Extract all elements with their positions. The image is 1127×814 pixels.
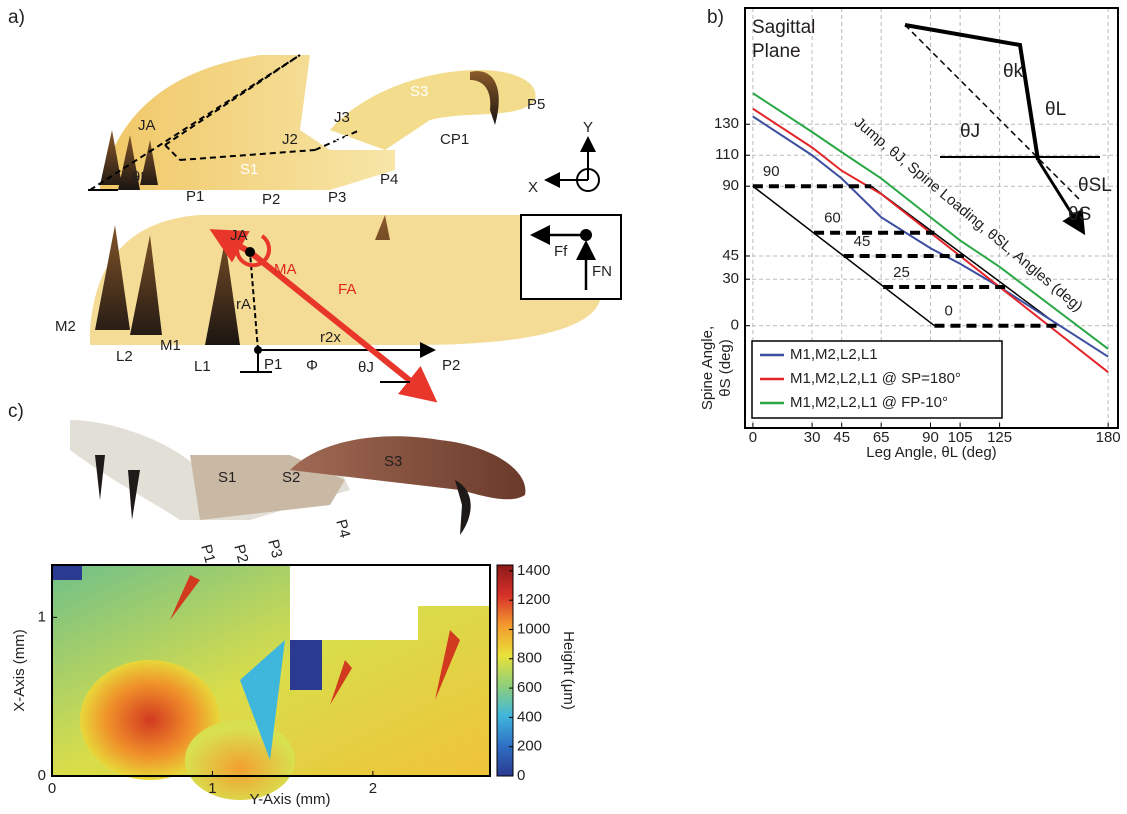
label: P2 — [230, 543, 251, 565]
legend-label: M1,M2,L2,L1 — [790, 346, 878, 363]
label: P2 — [442, 357, 460, 374]
label: θL — [132, 169, 149, 186]
y-axis-label: Spine Angle, — [699, 326, 716, 410]
x-axis-label: Leg Angle, θL (deg) — [866, 444, 996, 461]
label: P5 — [527, 96, 545, 113]
colorbar-tick-label: 200 — [517, 738, 542, 755]
label: X — [528, 179, 538, 196]
y-axis-label: X-Axis (mm) — [11, 629, 28, 712]
legend-label: M1,M2,L2,L1 @ SP=180° — [790, 370, 961, 387]
colorbar-tick-label: 600 — [517, 679, 542, 696]
colorbar-tick-label: 1200 — [517, 591, 550, 608]
y-tick-label: 0 — [731, 317, 739, 334]
label: Φ — [306, 357, 318, 374]
y-tick-label: 1 — [38, 608, 46, 625]
label: S3 — [384, 453, 402, 470]
label: P3 — [264, 538, 285, 560]
reference-label: 45 — [854, 233, 871, 250]
x-tick-label: 0 — [749, 429, 757, 446]
figure: a) b) c) Tibia JA J2 J3 S1 S2 S3 P1 P2 P… — [0, 0, 1127, 814]
label: MA — [274, 261, 297, 278]
label: S1 — [218, 469, 236, 486]
reference-label: 0 — [944, 303, 952, 320]
colorbar-tick-label: 1400 — [517, 562, 550, 579]
label: P1 — [186, 188, 204, 205]
colorbar-label: Height (μm) — [560, 631, 577, 710]
colorbar-tick-label: 400 — [517, 708, 542, 725]
label: CP1 — [440, 131, 469, 148]
y-axis-label: θS (deg) — [717, 339, 734, 397]
y-tick-label: 0 — [38, 767, 46, 784]
label: Ff — [554, 243, 568, 260]
inset-label: θL — [1045, 99, 1066, 120]
y-tick-label: 30 — [722, 270, 739, 287]
colorbar — [497, 565, 513, 776]
axes-icon — [548, 140, 599, 191]
force-box — [521, 215, 621, 299]
label: Tibia — [200, 33, 233, 50]
y-tick-label: 110 — [715, 146, 739, 163]
label: L2 — [116, 348, 133, 365]
pivot — [580, 229, 592, 241]
label: JA — [138, 117, 156, 134]
label: S3 — [410, 83, 428, 100]
reference-label: 25 — [893, 264, 910, 281]
label: Y — [583, 119, 593, 136]
y-tick-label: 90 — [722, 177, 739, 194]
reference-label: 90 — [763, 163, 780, 180]
reference-label: 60 — [824, 210, 841, 227]
label: S2 — [282, 469, 300, 486]
inset-title: Sagittal — [752, 17, 815, 38]
inset-label: θSL — [1078, 175, 1112, 196]
x-axis-label: Y-Axis (mm) — [249, 791, 330, 808]
label: P1 — [197, 543, 218, 565]
label: P3 — [328, 189, 346, 206]
label: M1 — [160, 337, 181, 354]
label: FA — [338, 281, 356, 298]
heightmap-image — [52, 565, 490, 800]
x-tick-label: 180 — [1096, 429, 1121, 446]
y-tick-label: 130 — [714, 115, 739, 132]
panel-label: a) — [8, 7, 25, 28]
label: S1 — [240, 161, 258, 178]
label: FN — [592, 263, 612, 280]
colorbar-tick-label: 1000 — [517, 620, 550, 637]
label: P2 — [262, 191, 280, 208]
legend-label: M1,M2,L2,L1 @ FP-10° — [790, 394, 948, 411]
x-tick-label: 30 — [804, 429, 821, 446]
leg-photo-top — [100, 55, 536, 190]
label: P4 — [380, 171, 398, 188]
colorbar-tick-label: 800 — [517, 650, 542, 667]
x-tick-label: 1 — [208, 780, 216, 797]
colorbar-tick-label: 0 — [517, 767, 525, 784]
label: P4 — [332, 518, 353, 540]
label: L1 — [194, 358, 211, 375]
label: r2x — [320, 329, 341, 346]
inset-label: θk — [1003, 61, 1024, 82]
x-tick-label: 45 — [833, 429, 850, 446]
inset-label: θJ — [960, 121, 980, 142]
x-tick-label: 0 — [48, 780, 56, 797]
label: JA — [230, 227, 248, 244]
label: P1 — [264, 356, 282, 373]
y-tick-label: 45 — [722, 247, 739, 264]
label: S2 — [333, 133, 351, 150]
panel-label: c) — [8, 401, 24, 422]
panel-label: b) — [707, 7, 724, 28]
inset-title: Plane — [752, 41, 801, 62]
label: M2 — [55, 318, 76, 335]
label: J3 — [334, 109, 350, 126]
label: θJ — [358, 359, 374, 376]
label: rA — [236, 296, 251, 313]
inset-label: θS — [1068, 204, 1091, 225]
x-tick-label: 2 — [369, 780, 377, 797]
label: J2 — [282, 131, 298, 148]
